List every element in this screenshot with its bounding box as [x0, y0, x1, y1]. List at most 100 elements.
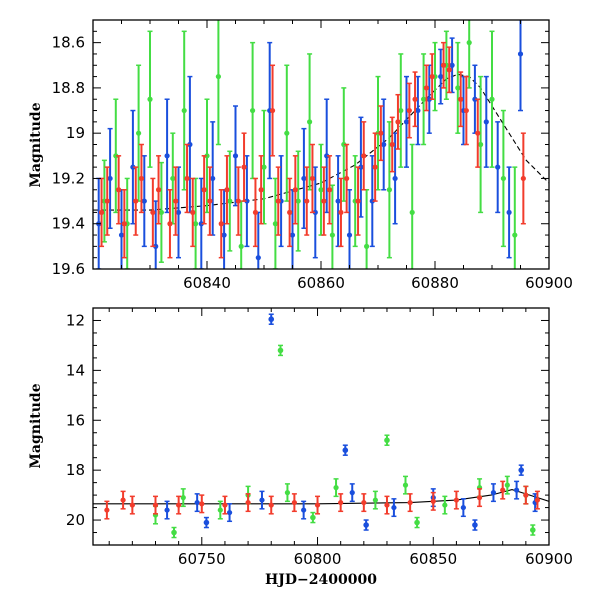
bottom-point-r-0	[104, 500, 110, 520]
top-y-tick-label: 18.8	[52, 79, 85, 97]
bottom-y-tick-label: 18	[66, 461, 85, 479]
bottom-outlier-point-10	[518, 464, 525, 476]
top-point-r-16	[235, 166, 241, 236]
top-point-r-6	[150, 177, 156, 248]
top-point-g-36	[512, 166, 518, 269]
top-y-tick-label: 19.2	[52, 169, 85, 187]
bottom-point-b-1	[194, 493, 200, 513]
top-point-r-18	[252, 177, 259, 248]
top-x-tick-label: 60880	[411, 274, 459, 292]
top-point-g-17	[295, 150, 301, 252]
top-point-g-33	[478, 75, 484, 214]
top-point-r-39	[429, 53, 435, 100]
top-point-r-38	[423, 64, 430, 112]
top-point-g-1	[113, 98, 119, 214]
top-point-b-25	[381, 98, 387, 191]
top-point-b-34	[483, 75, 489, 168]
top-point-b-4	[141, 155, 147, 248]
top-point-b-7	[175, 166, 182, 259]
top-point-b-30	[438, 48, 444, 105]
top-point-g-26	[398, 53, 404, 168]
top-point-r-20	[269, 64, 276, 157]
bottom-point-r-19	[523, 485, 529, 505]
top-point-g-34	[489, 30, 495, 168]
top-point-b-13	[244, 155, 250, 248]
bottom-y-tick-label: 16	[66, 411, 85, 429]
top-y-tick-label: 19.4	[52, 215, 85, 233]
top-point-g-5	[158, 161, 164, 263]
full-light-curve-panel: Magnitude HJD−2400000 60750 60800 60850 609…	[28, 307, 573, 588]
bottom-y-tick-label: 12	[66, 311, 85, 329]
top-x-tick-label: 60840	[183, 274, 231, 292]
bottom-plot-frame	[92, 307, 550, 546]
top-point-g-11	[227, 150, 233, 252]
top-point-r-37	[412, 71, 418, 128]
top-point-r-0	[98, 177, 105, 248]
bottom-point-r-7	[245, 493, 251, 513]
bottom-point-r-4	[176, 495, 182, 515]
top-point-r-10	[184, 143, 190, 214]
bottom-outlier-point-6	[310, 511, 316, 524]
top-point-r-29	[344, 143, 350, 214]
bottom-point-r-9	[291, 493, 297, 513]
top-point-g-31	[455, 41, 461, 134]
bottom-point-r-14	[407, 493, 413, 513]
top-point-b-20	[324, 98, 330, 214]
top-y-tick-label: 18.6	[52, 34, 85, 52]
top-point-r-32	[372, 132, 378, 202]
bottom-y-tick-label: 14	[66, 361, 85, 379]
bottom-point-g-1	[180, 488, 186, 508]
bottom-point-b-9	[490, 483, 497, 503]
bottom-plot-area	[93, 313, 549, 539]
top-point-g-9	[204, 98, 210, 214]
bottom-point-b-4	[301, 500, 307, 520]
top-point-b-28	[415, 75, 421, 146]
top-y-axis-label: Magnitude	[28, 102, 44, 187]
bottom-point-b-2	[226, 503, 233, 523]
top-point-r-15	[224, 155, 230, 225]
top-point-r-27	[326, 155, 333, 225]
top-point-r-3	[121, 189, 127, 259]
top-point-r-24	[304, 166, 310, 236]
top-point-b-26	[392, 132, 398, 225]
top-point-g-32	[466, 20, 472, 89]
bottom-point-r-15	[430, 491, 436, 511]
bottom-point-g-10	[504, 475, 510, 495]
top-point-r-44	[475, 98, 481, 168]
top-point-r-11	[190, 177, 196, 248]
bottom-point-b-10	[513, 480, 520, 500]
top-point-b-19	[312, 166, 318, 259]
bottom-y-axis-label: Magnitude	[28, 383, 44, 468]
top-point-r-7	[155, 155, 162, 225]
bottom-point-g-4	[284, 483, 291, 503]
top-point-g-16	[284, 64, 290, 202]
top-point-r-35	[395, 93, 401, 150]
bottom-outlier-point-9	[472, 519, 478, 531]
top-point-r-1	[104, 166, 110, 236]
bottom-outlier-point-1	[277, 344, 284, 357]
top-point-b-5	[153, 200, 159, 269]
top-point-b-35	[495, 121, 501, 214]
bottom-point-g-7	[402, 475, 409, 495]
bottom-point-r-16	[453, 490, 460, 510]
bottom-outlier-point-11	[529, 524, 536, 536]
top-point-b-12	[232, 105, 239, 207]
bottom-point-r-2	[129, 495, 135, 515]
top-point-b-31	[449, 37, 455, 94]
top-point-r-36	[406, 82, 412, 139]
bottom-outlier-point-0	[268, 313, 275, 325]
top-point-g-28	[421, 53, 427, 146]
top-point-g-6	[170, 132, 176, 225]
top-point-r-45	[520, 132, 526, 225]
top-point-b-37	[517, 20, 524, 112]
top-point-g-10	[215, 20, 221, 146]
top-point-r-12	[201, 155, 207, 225]
top-point-b-6	[164, 98, 170, 214]
top-point-r-14	[218, 189, 224, 259]
top-point-r-22	[287, 177, 293, 248]
bottom-point-g-6	[372, 490, 378, 510]
top-point-r-28	[338, 177, 344, 248]
bottom-outlier-point-2	[342, 444, 349, 456]
bottom-point-r-3	[152, 495, 159, 515]
top-point-g-35	[500, 109, 506, 248]
